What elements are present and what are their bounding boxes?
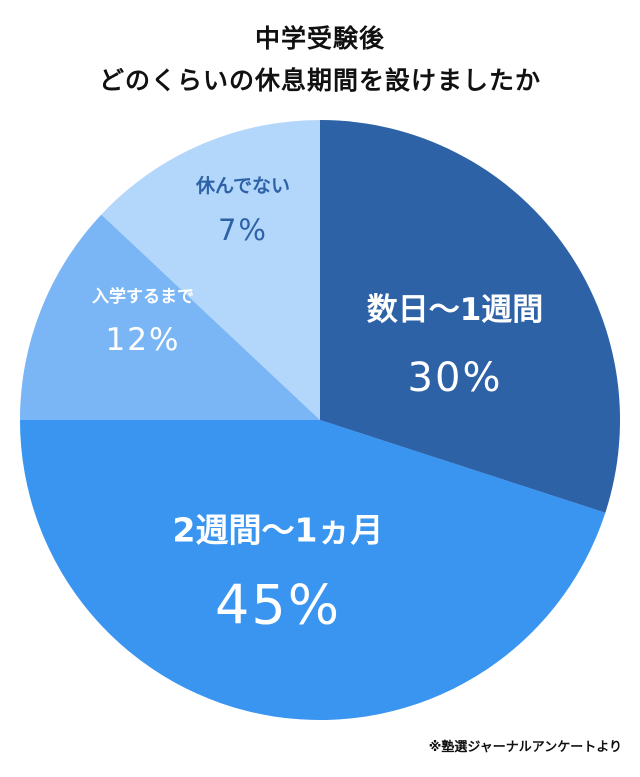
pie-slice-2 (20, 214, 320, 420)
slice-value-label-1: 45% (215, 574, 341, 637)
slice-label-1: 2週間〜1ヵ月 (173, 511, 384, 550)
pie-slice-1 (19, 420, 606, 721)
pie-slice-0 (320, 120, 621, 513)
chart-title-line-1: 中学受験後 (254, 24, 385, 53)
slice-value-label-0: 30% (408, 355, 503, 401)
slice-value-label-3: 7% (218, 213, 268, 247)
slice-label-3: 休んでない (195, 175, 290, 197)
source-note: ※塾選ジャーナルアンケートより (428, 740, 622, 755)
chart-title-line-2: どのくらいの休息期間を設けましたか (98, 66, 541, 95)
slice-label-0: 数日〜1週間 (367, 292, 544, 328)
slice-value-label-2: 12% (106, 322, 181, 358)
slice-label-2: 入学するまで (92, 286, 194, 307)
pie-slice-3 (101, 141, 320, 420)
